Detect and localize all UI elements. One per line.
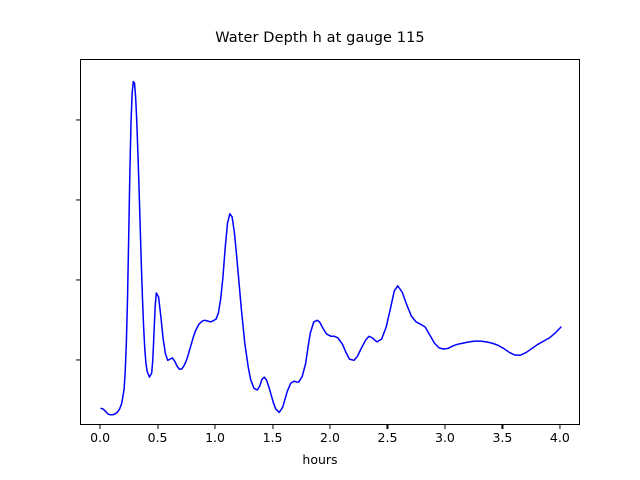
line-plot-svg — [100, 80, 562, 416]
x-tick-mark — [329, 425, 331, 430]
x-tick-mark — [157, 425, 159, 430]
y-tick-mark — [75, 279, 80, 281]
x-tick-mark — [214, 425, 216, 430]
x-tick-mark — [559, 425, 561, 430]
data-series-line — [100, 80, 562, 416]
plot-area — [80, 59, 580, 425]
y-tick-mark — [75, 119, 80, 121]
x-tick-mark — [386, 425, 389, 430]
y-tick-mark — [75, 199, 80, 201]
x-tick-label: 4.0 — [549, 430, 570, 445]
x-tick-label: 1.5 — [262, 430, 283, 445]
x-tick-mark — [444, 425, 446, 430]
x-tick-mark — [501, 425, 503, 430]
y-tick-mark — [75, 359, 80, 361]
x-tick-label: 0.0 — [90, 430, 111, 445]
x-tick-mark — [271, 425, 274, 430]
x-tick-label: 2.0 — [320, 430, 340, 445]
x-tick-label: 0.5 — [147, 430, 168, 445]
chart-title: Water Depth h at gauge 115 — [215, 30, 425, 46]
x-tick-label: 3.5 — [492, 430, 513, 445]
x-tick-label: 1.0 — [205, 430, 225, 445]
x-axis-label: hours — [302, 452, 338, 467]
x-tick-label: 2.5 — [377, 430, 398, 445]
x-tick-mark — [99, 425, 101, 430]
x-tick-label: 3.0 — [434, 430, 455, 445]
